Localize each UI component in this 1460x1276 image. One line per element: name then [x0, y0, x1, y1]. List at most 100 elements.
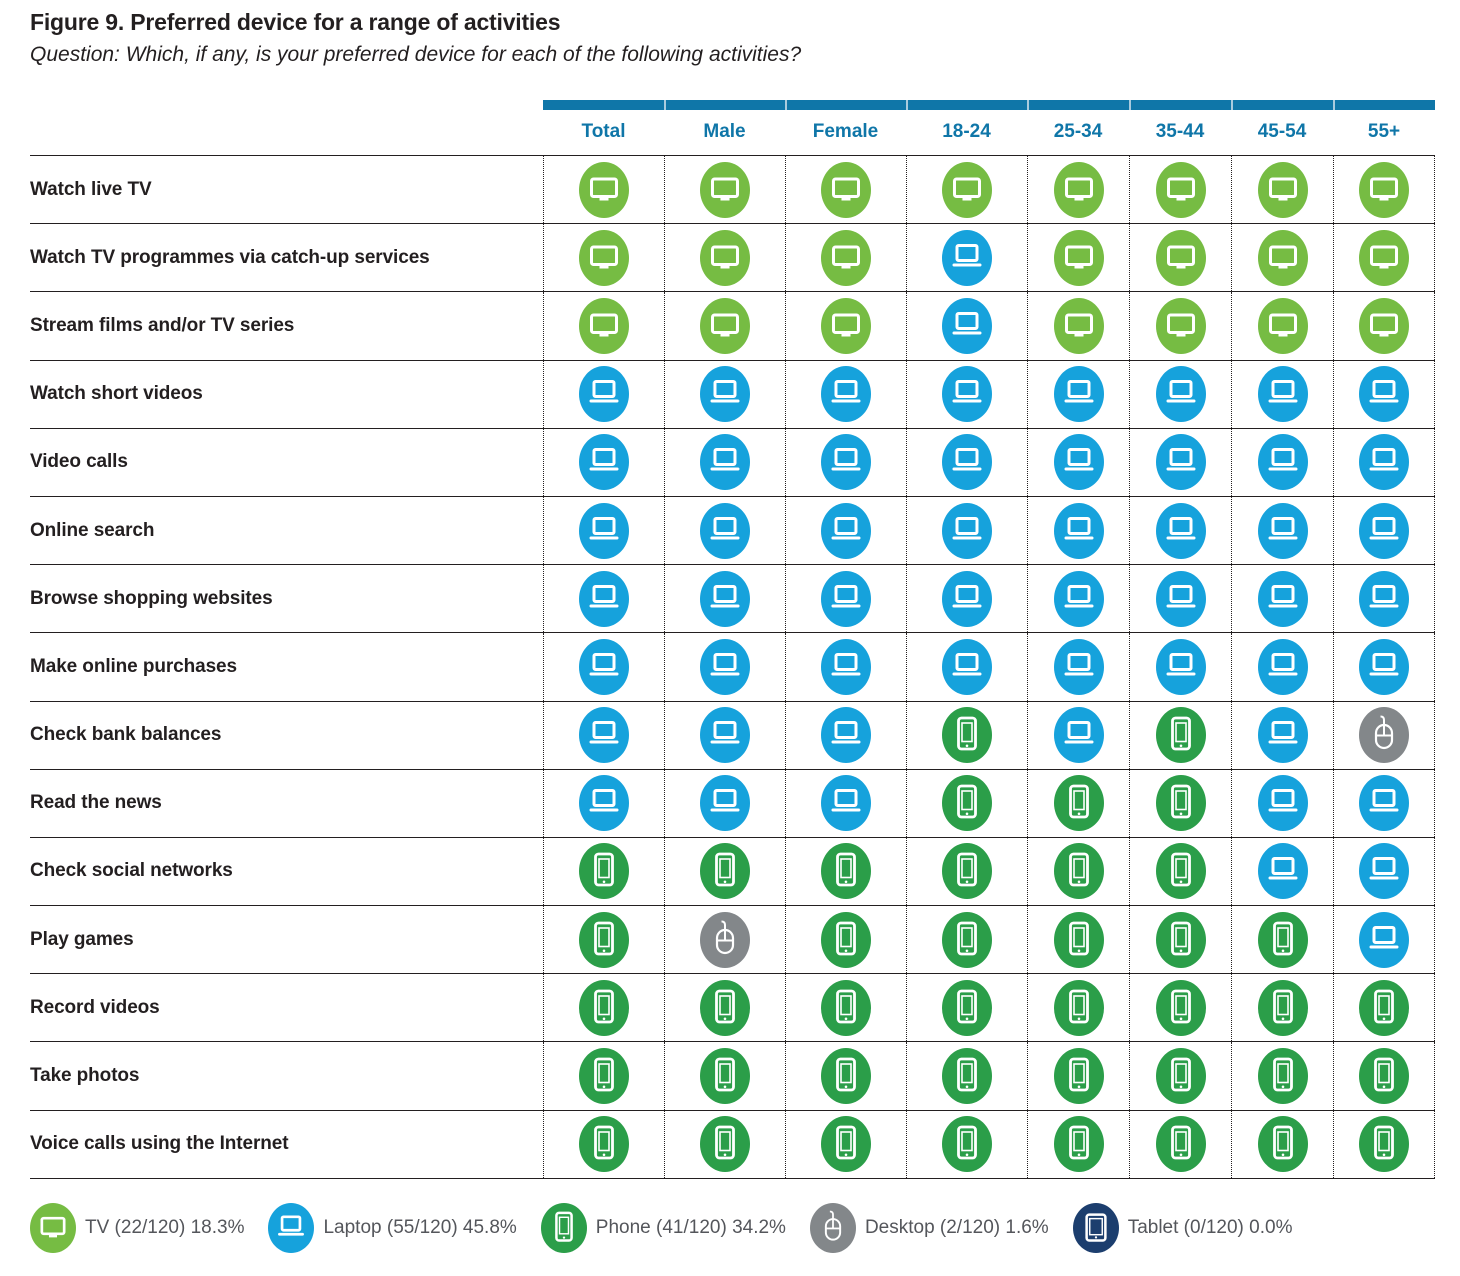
column-header-18-24: 18-24: [942, 121, 991, 142]
laptop-icon: [1359, 434, 1409, 491]
legend-label: Phone (41/120) 34.2%: [595, 1216, 786, 1238]
device-cell: [1231, 633, 1333, 701]
device-cell: [1129, 156, 1231, 224]
device-cell: [1231, 156, 1333, 224]
device-cell: [1333, 906, 1435, 974]
laptop-icon: [1053, 707, 1104, 764]
laptop-icon: [700, 366, 750, 423]
device-cell: [1027, 1042, 1129, 1110]
device-cell: [785, 428, 906, 496]
device-cell: [1027, 837, 1129, 906]
laptop-icon: [1155, 434, 1206, 491]
device-cell: [785, 769, 906, 837]
tv-icon: [1053, 297, 1104, 354]
phone-icon: [700, 1048, 750, 1105]
phone-icon: [700, 843, 750, 900]
tv-icon: [1155, 229, 1206, 286]
phone-icon: [1155, 1048, 1206, 1105]
header-bar-segment: [906, 100, 1027, 110]
phone-icon: [1257, 1048, 1308, 1105]
device-cell: [664, 496, 785, 565]
table-row: Make online purchases: [30, 632, 1435, 701]
device-cell: [906, 565, 1027, 633]
device-cell: [1129, 224, 1231, 292]
activity-label: Watch short videos: [30, 383, 203, 405]
device-cell: [906, 360, 1027, 428]
laptop-icon: [1359, 775, 1409, 832]
phone-icon: [942, 1116, 992, 1173]
device-cell: [906, 633, 1027, 701]
device-cell: [1231, 496, 1333, 565]
device-cell: [543, 633, 664, 701]
phone-icon: [1257, 911, 1308, 968]
device-cell: [1333, 769, 1435, 837]
tv-icon: [30, 1202, 76, 1253]
device-cell: [1231, 360, 1333, 428]
column-headers: Total Male Female 18-24 25-34 35-44 45-5…: [543, 118, 1435, 146]
laptop-icon: [579, 707, 629, 764]
phone-icon: [1053, 979, 1104, 1036]
device-cell: [1027, 906, 1129, 974]
phone-icon: [1155, 775, 1206, 832]
activity-label: Check bank balances: [30, 724, 222, 746]
laptop-icon: [1053, 638, 1104, 695]
device-cell: [785, 224, 906, 292]
device-cell: [664, 360, 785, 428]
phone-icon: [942, 1048, 992, 1105]
device-cell: [1027, 428, 1129, 496]
tv-icon: [579, 297, 629, 354]
laptop-icon: [1053, 502, 1104, 559]
table-row: Record videos: [30, 973, 1435, 1042]
device-cell: [664, 428, 785, 496]
device-cell: [906, 292, 1027, 360]
device-cell: [1027, 496, 1129, 565]
laptop-icon: [942, 434, 992, 491]
header-bar-segment: [664, 100, 785, 110]
tv-icon: [1257, 297, 1308, 354]
legend-item: TV (22/120) 18.3%: [30, 1202, 244, 1253]
device-cell: [664, 565, 785, 633]
tv-icon: [700, 229, 750, 286]
phone-icon: [942, 911, 992, 968]
device-cell: [1231, 701, 1333, 769]
table-row: Online search: [30, 495, 1435, 565]
device-cell: [1129, 565, 1231, 633]
laptop-icon: [821, 434, 871, 491]
device-cell: [785, 974, 906, 1042]
table-row: Check bank balances: [30, 700, 1435, 769]
device-cell: [543, 1042, 664, 1110]
device-cell: [543, 565, 664, 633]
device-cell: [906, 837, 1027, 906]
device-cell: [1129, 292, 1231, 360]
phone-icon: [942, 775, 992, 832]
phone-icon: [821, 843, 871, 900]
device-cell: [664, 156, 785, 224]
laptop-icon: [700, 707, 750, 764]
tv-icon: [579, 229, 629, 286]
device-cell: [785, 565, 906, 633]
laptop-icon: [1155, 502, 1206, 559]
device-cell: [906, 1042, 1027, 1110]
laptop-icon: [700, 434, 750, 491]
device-cell: [785, 156, 906, 224]
device-cell: [1333, 1110, 1435, 1178]
device-cell: [785, 360, 906, 428]
device-cell: [1129, 428, 1231, 496]
laptop-icon: [579, 638, 629, 695]
device-cell: [1333, 974, 1435, 1042]
table-row: Stream films and/or TV series: [30, 291, 1435, 360]
legend-label: Desktop (2/120) 1.6%: [864, 1216, 1049, 1238]
laptop-icon: [1155, 570, 1206, 627]
laptop-icon: [1257, 843, 1308, 900]
phone-icon: [579, 1116, 629, 1173]
phone-icon: [1359, 1116, 1409, 1173]
device-cell: [785, 292, 906, 360]
activity-label: Watch live TV: [30, 178, 152, 200]
device-cell: [543, 496, 664, 565]
phone-icon: [821, 1116, 871, 1173]
phone-icon: [942, 843, 992, 900]
tv-icon: [700, 161, 750, 218]
phone-icon: [579, 979, 629, 1036]
device-cell: [906, 769, 1027, 837]
